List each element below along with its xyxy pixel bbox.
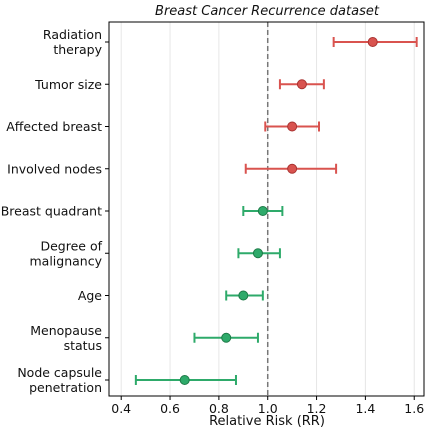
point-estimate: [367, 37, 378, 47]
category-label-line: Node capsule: [17, 365, 102, 380]
category-label: Breast quadrant: [1, 204, 102, 219]
category-label-line: malignancy: [30, 253, 103, 268]
category-label: Degree of malignancy: [30, 238, 103, 268]
x-tick-label: 0.6: [160, 401, 180, 416]
category-label: Menopause status: [30, 323, 102, 353]
category-label: Age: [78, 288, 102, 303]
point-estimate: [179, 375, 190, 385]
category-label: Affected breast: [6, 119, 102, 134]
category-label-line: Involved nodes: [7, 161, 102, 176]
x-tick-label: 1.6: [404, 401, 424, 416]
x-tick-label: 0.4: [111, 401, 131, 416]
category-label: Radiation therapy: [43, 27, 103, 57]
category-label: Tumor size: [34, 77, 102, 92]
category-label-line: Tumor size: [34, 77, 102, 92]
point-estimate: [287, 121, 298, 132]
category-label: Node capsule penetration: [17, 365, 102, 395]
plot-frame: [108, 21, 425, 397]
x-axis-label: Relative Risk (RR): [209, 414, 325, 429]
category-labels: Radiation therapy Tumor size Affected breas…: [1, 27, 103, 395]
category-label-line: Radiation: [43, 27, 102, 42]
category-label-line: penetration: [29, 380, 102, 395]
data-marks: [134, 37, 418, 385]
category-label-line: Degree of: [40, 238, 102, 253]
category-label-line: therapy: [53, 42, 102, 57]
point-estimate: [238, 290, 249, 301]
x-tick-label: 1.2: [307, 401, 327, 416]
category-label: Involved nodes: [7, 161, 102, 176]
category-label-line: Affected breast: [6, 119, 102, 134]
point-estimate: [221, 332, 232, 343]
x-tick-label: 1.0: [258, 401, 278, 416]
axis-ticks: 0.4 0.6 0.8 1.0 1.2 1.4 1.6: [105, 41, 424, 416]
chart-title: Breast Cancer Recurrence dataset: [155, 4, 380, 19]
point-estimate: [252, 248, 263, 259]
x-tick-label: 1.4: [355, 401, 375, 416]
category-label-line: status: [64, 338, 102, 353]
x-tick-label: 0.8: [209, 401, 229, 416]
category-label-line: Age: [78, 288, 102, 303]
point-estimate: [296, 79, 307, 90]
category-label-line: Breast quadrant: [1, 204, 102, 219]
category-label-line: Menopause: [30, 323, 102, 338]
point-estimate: [287, 163, 298, 174]
point-estimate: [257, 206, 268, 216]
